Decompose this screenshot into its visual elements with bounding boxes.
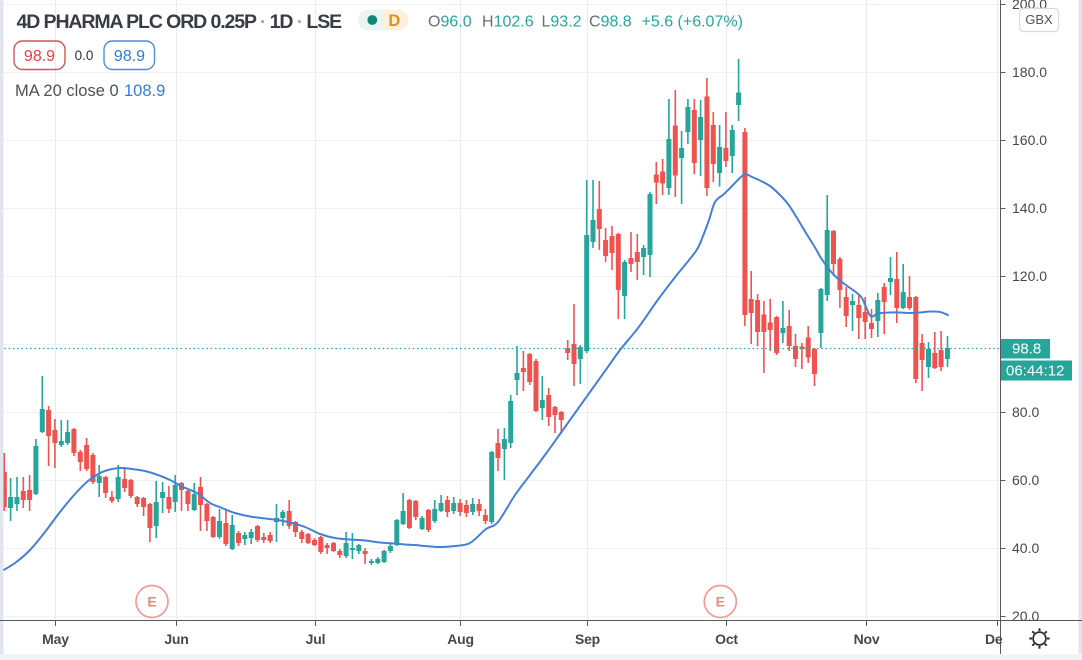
svg-text:06:44:12: 06:44:12 bbox=[1006, 363, 1064, 380]
svg-text:98.8: 98.8 bbox=[1012, 341, 1041, 358]
svg-text:+5.6 (+6.07%): +5.6 (+6.07%) bbox=[642, 14, 743, 31]
svg-text:H102.6: H102.6 bbox=[482, 14, 534, 31]
svg-text:GBX: GBX bbox=[1025, 12, 1053, 27]
svg-text:40.0: 40.0 bbox=[1012, 540, 1039, 556]
svg-text:Sep: Sep bbox=[575, 631, 600, 647]
svg-text:140.0: 140.0 bbox=[1012, 200, 1047, 216]
svg-text:Jun: Jun bbox=[164, 631, 188, 647]
svg-text:Aug: Aug bbox=[447, 631, 474, 647]
svg-text:20.0: 20.0 bbox=[1012, 608, 1039, 624]
svg-text:Jul: Jul bbox=[306, 631, 326, 647]
svg-text:108.9: 108.9 bbox=[124, 82, 165, 100]
svg-text:80.0: 80.0 bbox=[1012, 404, 1039, 420]
svg-text:Oct: Oct bbox=[715, 631, 738, 647]
svg-text:Dec: Dec bbox=[985, 631, 1010, 647]
svg-text:C98.8: C98.8 bbox=[589, 14, 632, 31]
svg-text:98.9: 98.9 bbox=[24, 48, 55, 65]
svg-text:120.0: 120.0 bbox=[1012, 268, 1047, 284]
svg-text:160.0: 160.0 bbox=[1012, 132, 1047, 148]
svg-text:May: May bbox=[42, 631, 69, 647]
svg-text:180.0: 180.0 bbox=[1012, 64, 1047, 80]
svg-text:L93.2: L93.2 bbox=[542, 14, 582, 31]
svg-text:E: E bbox=[147, 594, 156, 610]
svg-text:D: D bbox=[388, 12, 400, 30]
svg-text:Nov: Nov bbox=[854, 631, 880, 647]
svg-text:E: E bbox=[716, 594, 725, 610]
svg-text:4D PHARMA PLC ORD 0.25P · 1D ·: 4D PHARMA PLC ORD 0.25P · 1D · LSE bbox=[17, 11, 343, 33]
svg-text:O96.0: O96.0 bbox=[428, 14, 472, 31]
svg-text:98.9: 98.9 bbox=[114, 48, 145, 65]
svg-text:60.0: 60.0 bbox=[1012, 472, 1039, 488]
svg-text:MA 20 close 0: MA 20 close 0 bbox=[15, 82, 119, 100]
svg-text:0.0: 0.0 bbox=[75, 48, 94, 63]
